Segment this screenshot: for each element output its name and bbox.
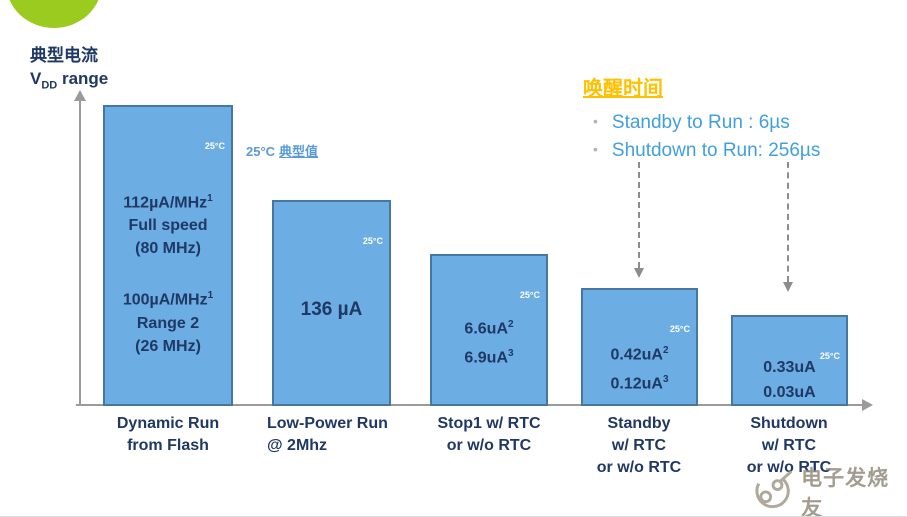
temperature-legend: 25°C 典型值 bbox=[246, 141, 318, 160]
category-label-stop1: Stop1 w/ RTC or w/o RTC bbox=[437, 415, 541, 454]
bar-low-power-run: 25°C 136 µA bbox=[272, 200, 391, 406]
bar-temp-label: 25°C bbox=[669, 324, 690, 334]
bar-value-text: 136 µA bbox=[274, 202, 389, 321]
y-axis-arrowhead-icon bbox=[74, 90, 86, 101]
bar-temp-label: 25°C bbox=[519, 290, 540, 300]
legend-typical-value-link: 典型值 bbox=[279, 144, 319, 159]
bar-value-line: 6.9uA3 bbox=[464, 348, 514, 367]
category-label-standby: Standby w/ RTC or w/o RTC bbox=[596, 415, 682, 476]
bar-value-line: 136 µA bbox=[300, 299, 363, 320]
watermark-text: 电子发烧友 www.elecfans.com bbox=[801, 462, 907, 517]
bar-value-line: Range 2 bbox=[136, 314, 200, 332]
bar-value-line: 6.6uA2 bbox=[464, 319, 514, 338]
bar-value-line: 0.33uA bbox=[763, 359, 816, 376]
wakeup-heading: 唤醒时间 bbox=[583, 78, 663, 100]
bar-value-line: 100µA/MHz1 bbox=[122, 290, 214, 309]
bar-value-line: Full speed bbox=[128, 217, 208, 235]
decorative-green-bubble bbox=[6, 0, 102, 28]
dashed-arrow-to-standby-icon bbox=[634, 162, 644, 278]
dashed-arrow-to-shutdown-icon bbox=[783, 162, 793, 292]
elecfans-watermark: 电子发烧友 www.elecfans.com bbox=[752, 462, 907, 517]
watermark-brand: 电子发烧友 bbox=[801, 467, 890, 517]
bar-value-line: 0.12uA3 bbox=[610, 374, 669, 393]
bar-value-line: 0.03uA bbox=[763, 384, 816, 401]
bar-temp-label: 25°C bbox=[362, 236, 383, 246]
bar-value-line: (26 MHz) bbox=[135, 337, 201, 355]
bar-value-line: 112µA/MHz1 bbox=[123, 193, 213, 212]
bar-value-text: 112µA/MHz1 Full speed (80 MHz) 100µA/MHz… bbox=[105, 107, 231, 358]
bar-value-line: (80 MHz) bbox=[135, 240, 201, 258]
bar-stop1: 25°C 6.6uA2 6.9uA3 bbox=[430, 254, 548, 406]
bar-value-text: 0.33uA 0.03uA bbox=[733, 317, 846, 405]
bar-standby: 25°C 0.42uA2 0.12uA3 bbox=[581, 288, 698, 406]
bullet-icon: • bbox=[593, 113, 598, 129]
x-axis-arrowhead-icon bbox=[862, 399, 873, 411]
bar-value-line: 0.42uA2 bbox=[610, 345, 669, 364]
chart-title-cn: 典型电流 bbox=[30, 46, 98, 65]
category-label-dynamic-run: Dynamic Run from Flash bbox=[116, 415, 220, 454]
wakeup-list: • Standby to Run : 6µs • Shutdown to Run: … bbox=[583, 108, 820, 164]
bar-value-text: 0.42uA2 0.12uA3 bbox=[583, 290, 696, 397]
y-axis-title: VDD range bbox=[30, 69, 109, 92]
wakeup-item-standby: • Standby to Run : 6µs bbox=[593, 112, 790, 133]
bar-value-text: 6.6uA2 6.9uA3 bbox=[432, 256, 546, 371]
elecfans-logo-icon bbox=[755, 470, 793, 509]
bullet-icon: • bbox=[593, 141, 598, 157]
y-axis-line bbox=[79, 100, 81, 404]
bar-temp-label: 25°C bbox=[819, 351, 840, 361]
category-label-low-power-run: Low-Power Run @ 2Mhz bbox=[267, 415, 388, 454]
bar-temp-label: 25°C bbox=[204, 141, 225, 151]
wakeup-time-callout: 唤醒时间 • Standby to Run : 6µs • Shutdown to … bbox=[583, 72, 820, 164]
bar-dynamic-run: 25°C 112µA/MHz1 Full speed (80 MHz) 100µ… bbox=[103, 105, 233, 406]
category-label-shutdown: Shutdown w/ RTC or w/o RTC bbox=[746, 415, 832, 476]
legend-temp: 25°C bbox=[246, 144, 276, 159]
wakeup-item-shutdown: • Shutdown to Run: 256µs bbox=[593, 140, 821, 161]
bar-shutdown: 25°C 0.33uA 0.03uA bbox=[731, 315, 848, 406]
chart-title: 典型电流 VDD range bbox=[30, 44, 108, 97]
